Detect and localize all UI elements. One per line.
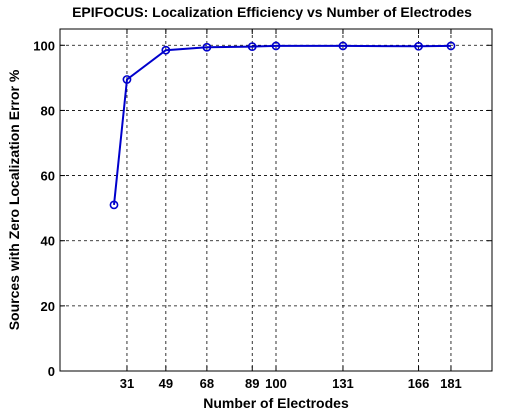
y-tick-label: 60	[41, 169, 55, 184]
data-point	[161, 45, 171, 55]
data-point	[122, 75, 132, 84]
data-point	[271, 41, 281, 51]
data-point	[446, 41, 456, 51]
data-point	[338, 41, 348, 51]
y-tick-label: 20	[41, 299, 55, 314]
y-tick-label: 0	[48, 364, 55, 379]
chart-title: EPIFOCUS: Localization Efficiency vs Num…	[72, 4, 472, 20]
x-tick-label: 89	[245, 376, 259, 391]
y-tick-label: 100	[33, 38, 55, 53]
x-tick-label: 49	[159, 376, 173, 391]
series-layer	[109, 41, 456, 210]
axis-ticks	[60, 29, 492, 372]
x-tick-label: 68	[200, 376, 214, 391]
data-point	[202, 42, 212, 52]
tick-labels: 31 49 68 89 100 131 166 181 0 20 40 60 80 100	[33, 38, 462, 391]
y-tick-label: 40	[41, 234, 55, 249]
data-point	[109, 200, 119, 210]
y-tick-label: 80	[41, 103, 55, 118]
x-tick-label: 181	[440, 376, 462, 391]
x-axis-label: Number of Electrodes	[203, 395, 349, 410]
y-axis-label: Sources with Zero Localization Error %	[6, 69, 22, 330]
x-tick-label: 166	[408, 376, 430, 391]
series-line	[113, 44, 452, 206]
x-tick-label: 31	[120, 376, 134, 391]
data-point	[414, 41, 423, 51]
x-tick-label: 100	[265, 376, 287, 391]
data-point	[247, 42, 257, 51]
x-tick-label: 131	[332, 376, 354, 391]
grid-lines	[60, 29, 492, 371]
